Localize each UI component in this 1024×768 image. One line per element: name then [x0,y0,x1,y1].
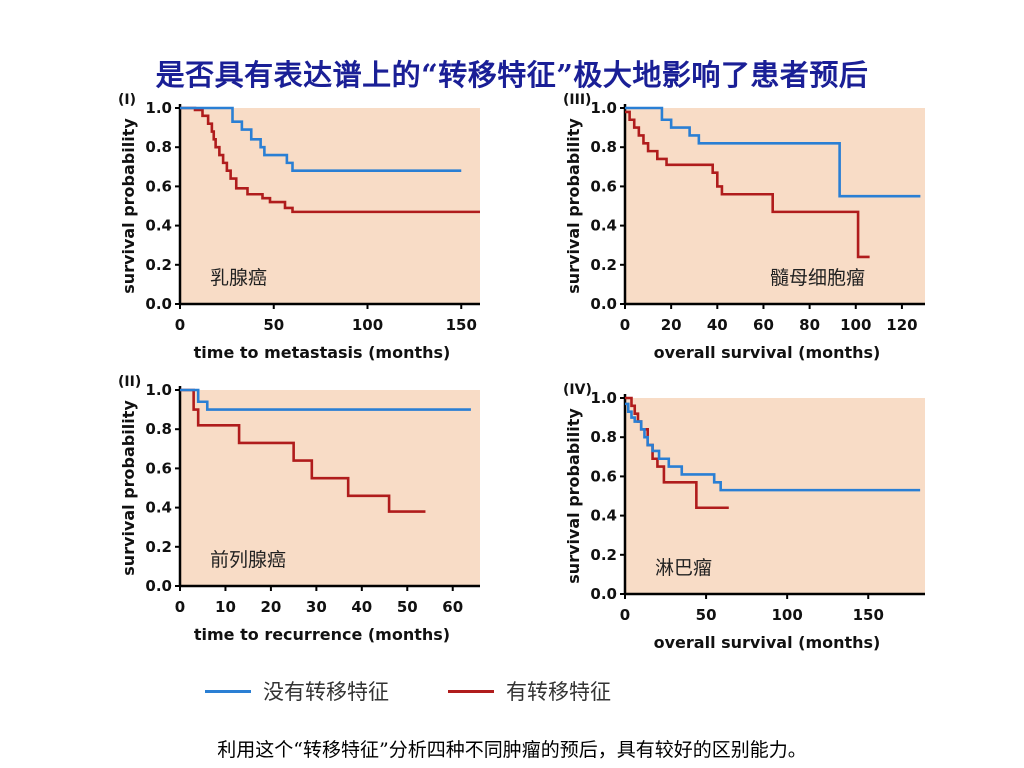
chart-2-x-tick-label: 60 [442,598,463,616]
chart-0-y-tick-label: 0.6 [145,177,172,195]
chart-0-panel-label: (I) [118,92,136,108]
chart-0-x-tick-label: 100 [352,316,383,334]
chart-1-panel-label: (III) [563,92,591,108]
chart-prostate-cancer: (II) survival probability time to recurren… [118,374,480,644]
chart-2-plot-area [180,390,480,586]
chart-1-y-tick-label: 1.0 [590,99,617,117]
chart-1-x-tick-label: 80 [799,316,820,334]
caption: 利用这个“转移特征”分析四种不同肿瘤的预后，具有较好的区别能力。 [217,739,807,761]
chart-2-x-tick-label: 40 [351,598,372,616]
chart-1-x-tick-label: 120 [886,316,917,334]
legend-line-no-signature [205,690,251,693]
chart-2-y-tick-label: 1.0 [145,381,172,399]
chart-3-y-tick-label: 0.4 [590,507,617,525]
chart-2-y-tick-label: 0.4 [145,499,172,517]
chart-2-y-tick-label: 0.0 [145,577,172,595]
chart-0-y-axis-label: survival probability [119,118,138,294]
page-title: 是否具有表达谱上的“转移特征”极大地影响了患者预后 [155,58,869,92]
chart-2-x-tick-label: 20 [260,598,281,616]
chart-3-y-axis-label: survival probability [564,408,583,584]
chart-0-series-signature [180,106,480,214]
chart-1-series-signature [625,110,870,259]
chart-1-y-tick-label: 0.4 [590,217,617,235]
chart-2-x-tick-label: 30 [306,598,327,616]
chart-1-x-tick-label: 40 [707,316,728,334]
chart-3-y-tick-label: 0.2 [590,546,617,564]
chart-2-x-tick-label: 10 [215,598,236,616]
chart-2-x-tick-label: 50 [397,598,418,616]
chart-3-x-tick-label: 100 [772,606,803,624]
chart-2-series-signature [180,388,426,513]
chart-3-plot-area [625,398,925,594]
chart-2-y-tick-label: 0.8 [145,420,172,438]
chart-2-y-tick-label: 0.2 [145,538,172,556]
chart-3-y-tick-label: 0.6 [590,467,617,485]
chart-0-y-tick-label: 0.8 [145,138,172,156]
chart-1-y-tick-label: 0.8 [590,138,617,156]
chart-0-y-tick-label: 1.0 [145,99,172,117]
chart-0-y-tick-label: 0.4 [145,217,172,235]
chart-1-x-tick-label: 100 [840,316,871,334]
chart-0-annotation: 乳腺癌 [210,267,267,289]
chart-0-plot-area [180,108,480,304]
chart-2-y-axis-label: survival probability [119,400,138,576]
chart-3-panel-label: (IV) [563,382,592,398]
legend-label-no-signature: 没有转移特征 [263,680,389,704]
chart-1-x-tick-label: 20 [661,316,682,334]
chart-0-x-axis-label: time to metastasis (months) [194,343,451,362]
chart-1-y-tick-label: 0.2 [590,256,617,274]
chart-0-series-no-signature [180,106,462,173]
chart-2-series-no-signature [180,388,471,411]
chart-3-x-tick-label: 0 [620,606,630,624]
chart-1-series-no-signature [625,106,921,198]
chart-2-panel-label: (II) [118,374,141,390]
chart-3-y-tick-label: 0.0 [590,585,617,603]
chart-0-y-tick-label: 0.2 [145,256,172,274]
legend-line-signature [448,690,494,693]
chart-3-series-no-signature [625,402,921,492]
chart-2-x-tick-label: 0 [175,598,185,616]
chart-2-x-axis-label: time to recurrence (months) [194,625,450,644]
chart-0-x-tick-label: 0 [175,316,185,334]
chart-3-y-tick-label: 0.8 [590,428,617,446]
chart-1-x-tick-label: 60 [753,316,774,334]
chart-0-x-tick-label: 150 [446,316,477,334]
chart-1-y-tick-label: 0.0 [590,295,617,313]
chart-1-plot-area [625,108,925,304]
chart-1-y-tick-label: 0.6 [590,177,617,195]
chart-lymphoma: (IV) survival probability overall survival… [563,382,925,652]
chart-0-y-tick-label: 0.0 [145,295,172,313]
chart-3-x-axis-label: overall survival (months) [654,633,881,652]
chart-0-x-tick-label: 50 [263,316,284,334]
chart-2-annotation: 前列腺癌 [210,549,286,571]
chart-medulloblastoma: (III) survival probability overall surviva… [563,92,925,362]
chart-3-x-tick-label: 50 [696,606,717,624]
chart-3-y-tick-label: 1.0 [590,389,617,407]
chart-3-x-tick-label: 150 [853,606,884,624]
chart-3-annotation: 淋巴瘤 [655,557,712,579]
legend-label-signature: 有转移特征 [506,680,611,704]
chart-1-annotation: 髓母细胞瘤 [770,267,865,289]
chart-1-x-axis-label: overall survival (months) [654,343,881,362]
chart-1-y-axis-label: survival probability [564,118,583,294]
chart-1-x-tick-label: 0 [620,316,630,334]
legend: 没有转移特征 有转移特征 [205,676,665,706]
chart-breast-cancer: (I) survival probability time to metastasi… [118,92,480,362]
chart-2-y-tick-label: 0.6 [145,459,172,477]
